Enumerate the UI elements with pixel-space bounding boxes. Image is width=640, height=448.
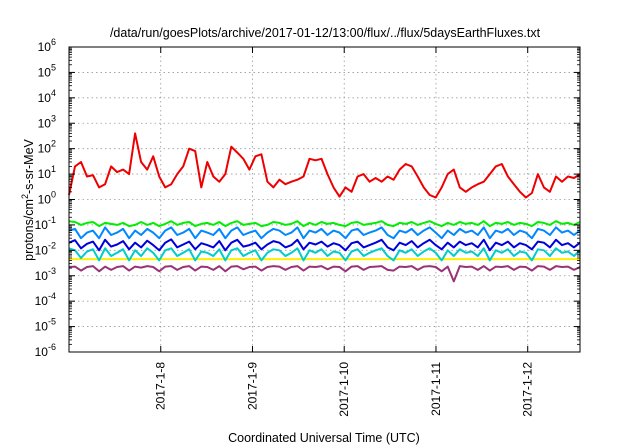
y-axis-label-suffix: -s-sr-MeV bbox=[22, 138, 36, 194]
y-axis-ticks: 10-610-510-410-310-210-11001011021031041… bbox=[35, 37, 580, 359]
series-lines bbox=[68, 132, 581, 283]
y-tick-label-exp: -4 bbox=[48, 291, 56, 301]
y-tick-label: 100 bbox=[38, 190, 56, 207]
y-tick-label-exp: -1 bbox=[48, 215, 56, 225]
y-tick-label: 10-1 bbox=[35, 215, 56, 232]
y-tick-label-exp: -3 bbox=[48, 266, 56, 276]
y-tick-label: 104 bbox=[38, 88, 56, 105]
y-tick-label-exp: -6 bbox=[48, 342, 56, 352]
y-tick-label-base: 10 bbox=[38, 142, 52, 156]
y-tick-label: 106 bbox=[38, 37, 56, 54]
y-tick-label: 10-2 bbox=[35, 240, 56, 257]
x-tick-label: 2017-1-8 bbox=[154, 362, 168, 410]
y-tick-label-exp: 2 bbox=[51, 139, 56, 149]
x-tick-label: 2017-1-9 bbox=[245, 362, 259, 410]
y-tick-label-base: 10 bbox=[35, 320, 49, 334]
y-tick-label-base: 10 bbox=[35, 269, 49, 283]
y-tick-label-exp: 4 bbox=[51, 88, 56, 98]
y-tick-label-base: 10 bbox=[38, 91, 52, 105]
x-tick-label: 2017-1-11 bbox=[429, 362, 443, 416]
y-tick-label-exp: 3 bbox=[51, 113, 56, 123]
y-tick-label-base: 10 bbox=[38, 116, 52, 130]
y-tick-label-base: 10 bbox=[35, 218, 49, 232]
y-tick-label-exp: 6 bbox=[51, 37, 56, 47]
y-axis-label-sup: 2 bbox=[20, 194, 30, 199]
y-tick-label-base: 10 bbox=[38, 193, 52, 207]
x-axis-label: Coordinated Universal Time (UTC) bbox=[228, 431, 420, 445]
y-axis-label: protons/cm2-s-sr-MeV bbox=[20, 138, 36, 260]
y-tick-label: 105 bbox=[38, 62, 56, 79]
y-tick-label: 103 bbox=[38, 113, 56, 130]
chart-title: /data/run/goesPlots/archive/2017-01-12/1… bbox=[110, 26, 541, 40]
y-tick-label-base: 10 bbox=[38, 167, 52, 181]
x-tick-label: 2017-1-12 bbox=[521, 362, 535, 417]
y-tick-label: 10-6 bbox=[35, 342, 56, 359]
x-axis-ticks: 2017-1-8 2017-1-9 2017-1-10 2017-1-11 2017-1… bbox=[154, 47, 535, 417]
series-line bbox=[68, 247, 581, 262]
y-tick-label-base: 10 bbox=[35, 345, 49, 359]
y-tick-label-base: 10 bbox=[35, 294, 49, 308]
y-tick-label: 10-5 bbox=[35, 317, 56, 334]
y-tick-label: 102 bbox=[38, 139, 56, 156]
y-tick-label-exp: -2 bbox=[48, 240, 56, 250]
y-tick-label-exp: 0 bbox=[51, 190, 56, 200]
series-line bbox=[68, 220, 581, 228]
grid-lines bbox=[69, 47, 580, 352]
y-tick-label-exp: 1 bbox=[51, 164, 56, 174]
y-tick-label: 101 bbox=[38, 164, 56, 181]
y-tick-label: 10-3 bbox=[35, 266, 56, 283]
y-tick-label-base: 10 bbox=[38, 65, 52, 79]
y-tick-label-base: 10 bbox=[38, 40, 52, 54]
y-axis-label-prefix: protons/cm bbox=[22, 199, 36, 261]
series-line bbox=[68, 132, 581, 199]
series-line bbox=[68, 238, 581, 252]
y-tick-label-base: 10 bbox=[35, 243, 49, 257]
y-tick-label-exp: 5 bbox=[51, 62, 56, 72]
series-line bbox=[68, 265, 581, 283]
x-tick-label: 2017-1-10 bbox=[337, 362, 351, 417]
y-tick-label-exp: -5 bbox=[48, 317, 56, 327]
y-tick-label: 10-4 bbox=[35, 291, 56, 308]
series-line bbox=[68, 226, 581, 240]
